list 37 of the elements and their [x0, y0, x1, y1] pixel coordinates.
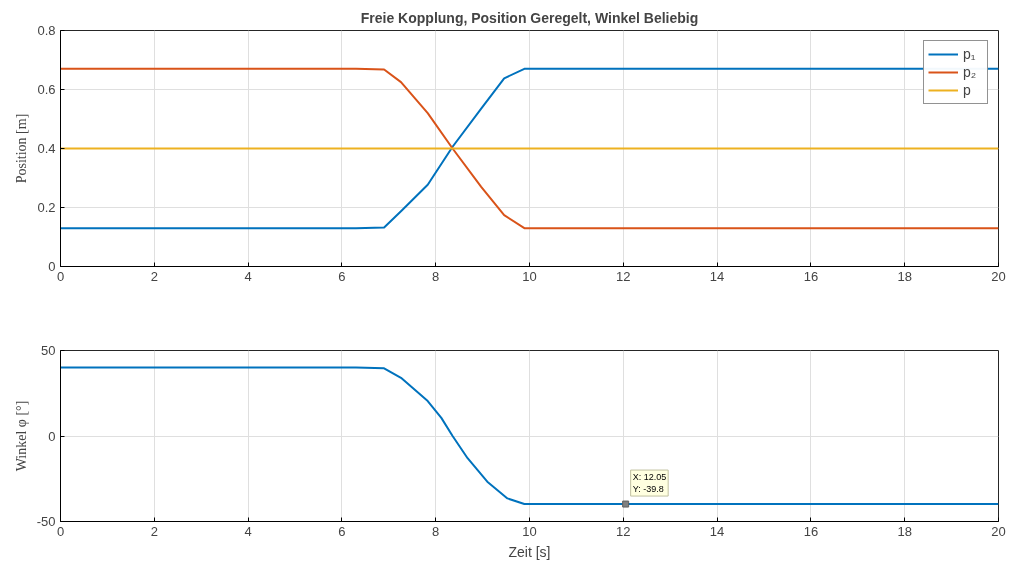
- x-tick-label: 18: [897, 268, 912, 284]
- x-tick-label: 10: [522, 523, 537, 539]
- legend-label: p₁: [963, 46, 977, 62]
- x-tick-label: 2: [150, 523, 158, 539]
- legend-label: p: [963, 82, 972, 98]
- x-tick-label: 14: [709, 523, 725, 539]
- x-tick-label: 8: [432, 268, 440, 284]
- x-tick-label: 16: [803, 523, 819, 539]
- y-tick-label: 0: [48, 428, 56, 444]
- y-tick-label: -50: [36, 514, 56, 529]
- line-series: [60, 67, 999, 230]
- annotation: X: 12.05 Y: -39.8: [632, 472, 667, 495]
- y-tick-label: 0.4: [37, 141, 56, 156]
- x-tick-label: 6: [338, 523, 346, 539]
- line-series: [60, 366, 999, 506]
- chart-title: Freie Kopplung, Position Geregelt, Winkel Beliebig: [360, 9, 699, 26]
- x-tick-label: 20: [991, 268, 1006, 284]
- x-axis-title: Zeit [s]: [508, 543, 551, 560]
- legend-label: p₂: [963, 64, 978, 80]
- x-tick-label: 4: [244, 268, 252, 284]
- y-tick-label: 0.2: [37, 200, 56, 215]
- y-axis-title: Position [m]: [14, 113, 30, 184]
- y-tick-label: 0.8: [37, 23, 56, 38]
- x-tick-label: 14: [709, 268, 725, 284]
- x-tick-label: 16: [803, 268, 819, 284]
- x-tick-label: 12: [616, 268, 631, 284]
- x-tick-label: 20: [991, 523, 1006, 539]
- x-tick-label: 12: [616, 523, 631, 539]
- y-tick-label: 0.6: [37, 82, 56, 97]
- y-tick-label: 50: [41, 343, 56, 358]
- x-tick-label: 2: [150, 268, 158, 284]
- x-tick-label: 4: [244, 523, 252, 539]
- x-tick-label: 6: [338, 268, 346, 284]
- x-tick-label: 10: [522, 268, 537, 284]
- x-tick-label: 18: [897, 523, 912, 539]
- x-tick-label: 8: [432, 523, 440, 539]
- y-axis-title: Winkel φ [°]: [13, 400, 29, 472]
